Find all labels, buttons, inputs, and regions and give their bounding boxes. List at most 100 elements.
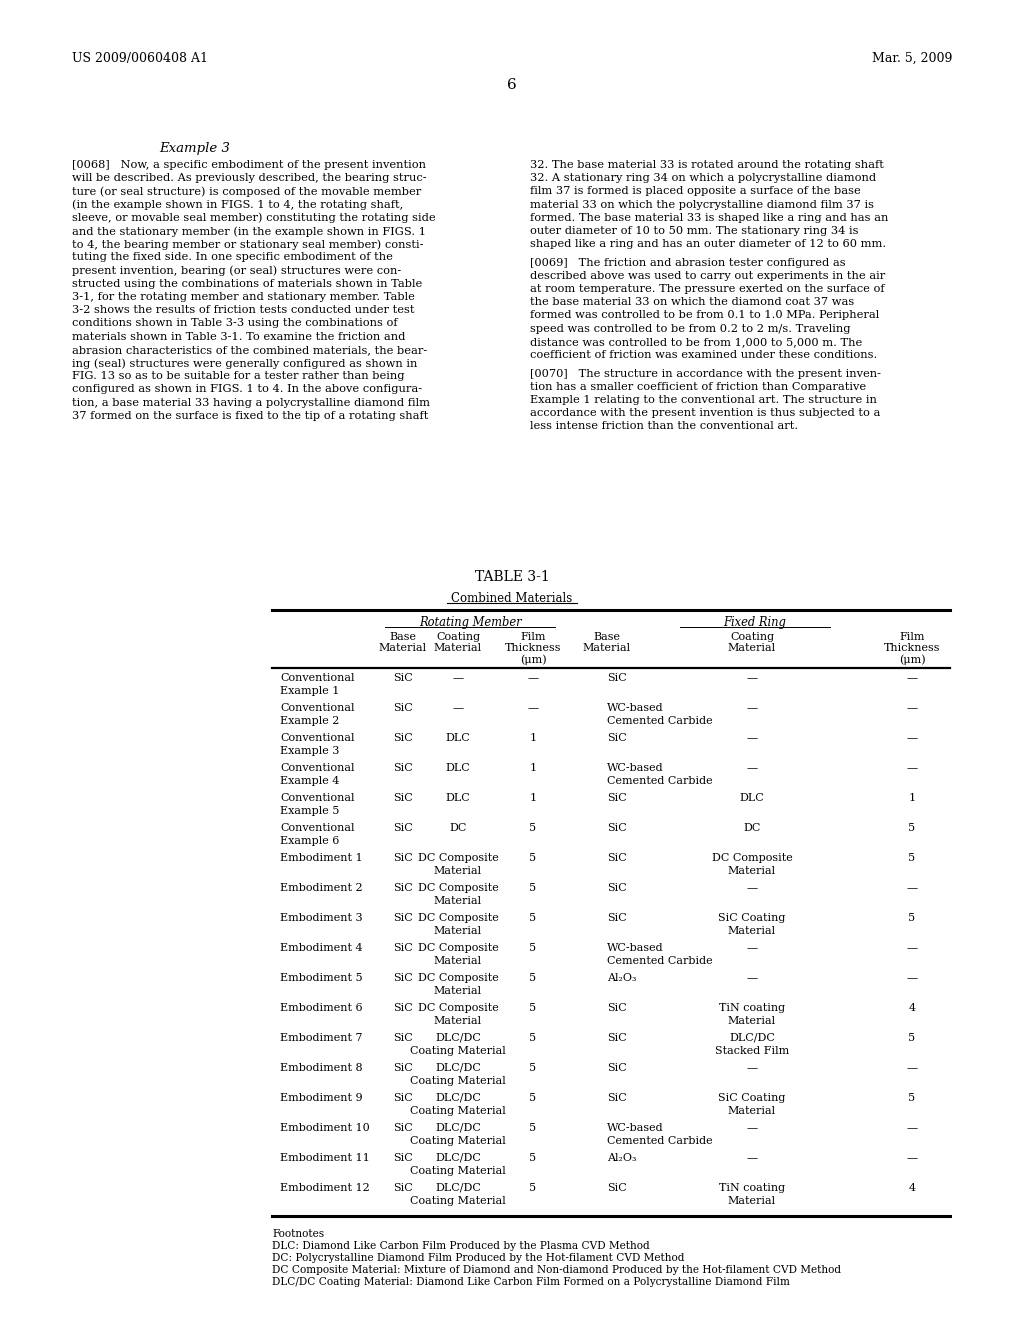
Text: 5: 5 (529, 853, 537, 863)
Text: Embodiment 4: Embodiment 4 (280, 942, 362, 953)
Text: [0070]   The structure in accordance with the present inven-: [0070] The structure in accordance with … (530, 368, 881, 379)
Text: at room temperature. The pressure exerted on the surface of: at room temperature. The pressure exerte… (530, 284, 885, 294)
Text: Material: Material (434, 956, 482, 965)
Text: Example 1 relating to the conventional art. The structure in: Example 1 relating to the conventional a… (530, 395, 877, 405)
Text: Embodiment 12: Embodiment 12 (280, 1183, 370, 1193)
Text: tion, a base material 33 having a polycrystalline diamond film: tion, a base material 33 having a polycr… (72, 397, 430, 408)
Text: Example 2: Example 2 (280, 715, 339, 726)
Text: —: — (746, 973, 758, 983)
Text: formed was controlled to be from 0.1 to 1.0 MPa. Peripheral: formed was controlled to be from 0.1 to … (530, 310, 880, 321)
Text: Thickness: Thickness (884, 643, 940, 653)
Text: SiC: SiC (393, 883, 413, 894)
Text: Conventional: Conventional (280, 704, 354, 713)
Text: Embodiment 9: Embodiment 9 (280, 1093, 362, 1104)
Text: 3-2 shows the results of friction tests conducted under test: 3-2 shows the results of friction tests … (72, 305, 415, 315)
Text: Embodiment 7: Embodiment 7 (280, 1034, 362, 1043)
Text: WC-based: WC-based (607, 763, 664, 774)
Text: 5: 5 (529, 1034, 537, 1043)
Text: 5: 5 (529, 1183, 537, 1193)
Text: DLC/DC: DLC/DC (435, 1183, 481, 1193)
Text: Example 6: Example 6 (280, 836, 339, 846)
Text: DC Composite: DC Composite (418, 853, 499, 863)
Text: —: — (906, 883, 918, 894)
Text: SiC: SiC (393, 763, 413, 774)
Text: —: — (746, 1063, 758, 1073)
Text: DLC: DLC (445, 733, 470, 743)
Text: 5: 5 (529, 883, 537, 894)
Text: Coating Material: Coating Material (411, 1076, 506, 1085)
Text: —: — (527, 673, 539, 682)
Text: Material: Material (728, 1015, 776, 1026)
Text: Embodiment 5: Embodiment 5 (280, 973, 362, 983)
Text: —: — (906, 763, 918, 774)
Text: Cemented Carbide: Cemented Carbide (607, 1135, 713, 1146)
Text: Fixed Ring: Fixed Ring (724, 616, 786, 630)
Text: DLC: DLC (445, 793, 470, 803)
Text: Stacked Film: Stacked Film (715, 1045, 790, 1056)
Text: 1: 1 (529, 733, 537, 743)
Text: DLC/DC: DLC/DC (435, 1063, 481, 1073)
Text: —: — (453, 673, 464, 682)
Text: described above was used to carry out experiments in the air: described above was used to carry out ex… (530, 271, 886, 281)
Text: abrasion characteristics of the combined materials, the bear-: abrasion characteristics of the combined… (72, 345, 427, 355)
Text: [0068]   Now, a specific embodiment of the present invention: [0068] Now, a specific embodiment of the… (72, 160, 426, 170)
Text: SiC Coating: SiC Coating (718, 1093, 785, 1104)
Text: Cemented Carbide: Cemented Carbide (607, 715, 713, 726)
Text: Al₂O₃: Al₂O₃ (607, 1152, 637, 1163)
Text: 4: 4 (908, 1003, 915, 1012)
Text: SiC: SiC (393, 973, 413, 983)
Text: 4: 4 (908, 1183, 915, 1193)
Text: coefficient of friction was examined under these conditions.: coefficient of friction was examined und… (530, 350, 878, 360)
Text: materials shown in Table 3-1. To examine the friction and: materials shown in Table 3-1. To examine… (72, 331, 406, 342)
Text: —: — (746, 733, 758, 743)
Text: SiC: SiC (607, 853, 627, 863)
Text: 5: 5 (529, 973, 537, 983)
Text: DLC: Diamond Like Carbon Film Produced by the Plasma CVD Method: DLC: Diamond Like Carbon Film Produced b… (272, 1241, 650, 1251)
Text: —: — (906, 1152, 918, 1163)
Text: 3-1, for the rotating member and stationary member. Table: 3-1, for the rotating member and station… (72, 292, 415, 302)
Text: SiC: SiC (607, 733, 627, 743)
Text: Conventional: Conventional (280, 822, 354, 833)
Text: structed using the combinations of materials shown in Table: structed using the combinations of mater… (72, 279, 422, 289)
Text: present invention, bearing (or seal) structures were con-: present invention, bearing (or seal) str… (72, 265, 401, 276)
Text: Example 3: Example 3 (280, 746, 339, 755)
Text: Coating Material: Coating Material (411, 1196, 506, 1205)
Text: SiC Coating: SiC Coating (718, 913, 785, 923)
Text: Material: Material (434, 895, 482, 906)
Text: Example 4: Example 4 (280, 776, 339, 785)
Text: 5: 5 (529, 822, 537, 833)
Text: Material: Material (434, 1015, 482, 1026)
Text: 1: 1 (529, 793, 537, 803)
Text: —: — (906, 1123, 918, 1133)
Text: DLC/DC Coating Material: Diamond Like Carbon Film Formed on a Polycrystalline Di: DLC/DC Coating Material: Diamond Like Ca… (272, 1276, 790, 1287)
Text: —: — (746, 942, 758, 953)
Text: outer diameter of 10 to 50 mm. The stationary ring 34 is: outer diameter of 10 to 50 mm. The stati… (530, 226, 858, 236)
Text: 5: 5 (529, 942, 537, 953)
Text: —: — (906, 733, 918, 743)
Text: DC Composite: DC Composite (418, 913, 499, 923)
Text: SiC: SiC (607, 1003, 627, 1012)
Text: —: — (746, 704, 758, 713)
Text: Coating Material: Coating Material (411, 1106, 506, 1115)
Text: Footnotes: Footnotes (272, 1229, 325, 1239)
Text: FIG. 13 so as to be suitable for a tester rather than being: FIG. 13 so as to be suitable for a teste… (72, 371, 404, 381)
Text: Coating Material: Coating Material (411, 1166, 506, 1176)
Text: —: — (453, 704, 464, 713)
Text: Embodiment 8: Embodiment 8 (280, 1063, 362, 1073)
Text: TiN coating: TiN coating (719, 1183, 785, 1193)
Text: WC-based: WC-based (607, 1123, 664, 1133)
Text: TiN coating: TiN coating (719, 1003, 785, 1012)
Text: ing (seal) structures were generally configured as shown in: ing (seal) structures were generally con… (72, 358, 418, 368)
Text: SiC: SiC (393, 793, 413, 803)
Text: DLC: DLC (739, 793, 764, 803)
Text: TABLE 3-1: TABLE 3-1 (475, 570, 549, 583)
Text: Base: Base (594, 632, 621, 642)
Text: SiC: SiC (393, 1093, 413, 1104)
Text: 5: 5 (908, 853, 915, 863)
Text: WC-based: WC-based (607, 942, 664, 953)
Text: SiC: SiC (393, 1034, 413, 1043)
Text: —: — (906, 973, 918, 983)
Text: 5: 5 (908, 913, 915, 923)
Text: accordance with the present invention is thus subjected to a: accordance with the present invention is… (530, 408, 881, 418)
Text: DC Composite: DC Composite (418, 942, 499, 953)
